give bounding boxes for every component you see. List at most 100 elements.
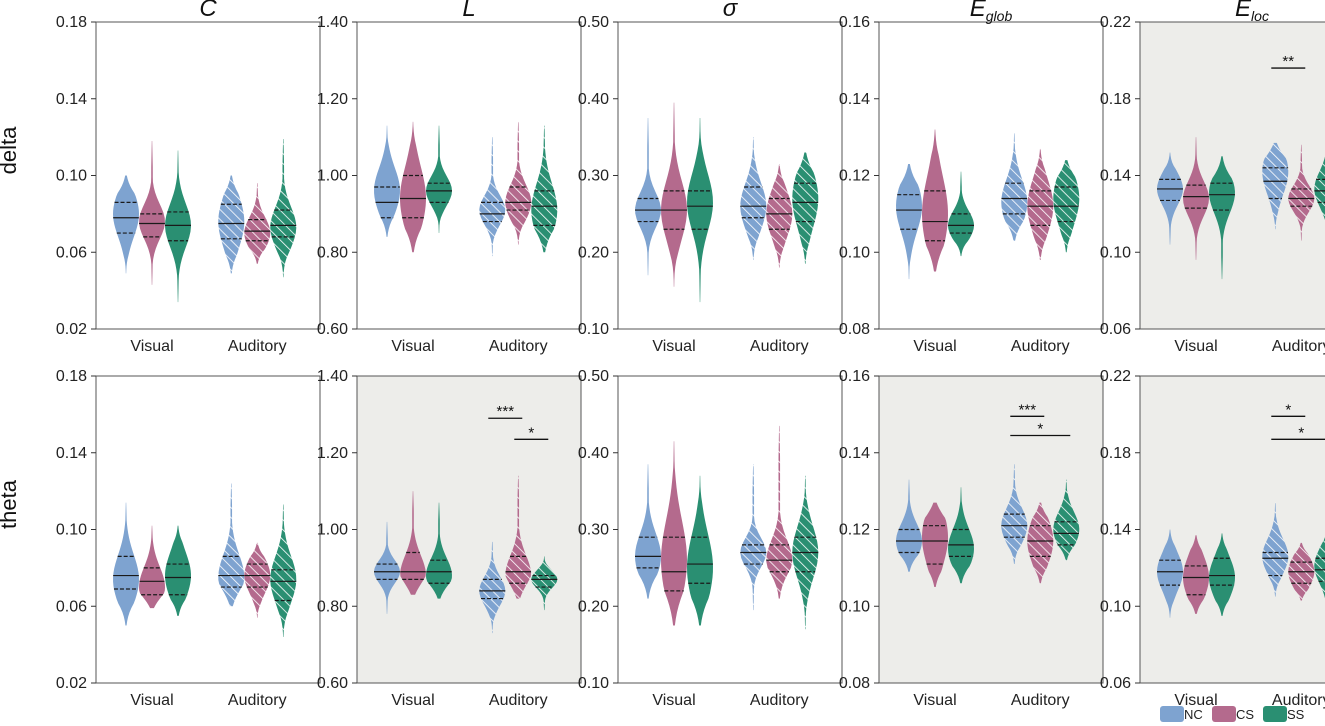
y-tick-label: 0.22 bbox=[1100, 14, 1131, 31]
x-tick-label-auditory: Auditory bbox=[1011, 338, 1070, 355]
violin-visual-cs bbox=[1183, 137, 1209, 260]
violin-visual-nc bbox=[896, 479, 922, 572]
violin-visual-ss bbox=[687, 117, 713, 303]
legend-swatch bbox=[1263, 706, 1287, 722]
panel-theta-Eglob: 0.08 0.10 0.12 0.14 0.16 Visual Auditory **** bbox=[839, 368, 1104, 709]
y-tick-label: 0.22 bbox=[1100, 368, 1131, 385]
violin-auditory-ss bbox=[1314, 537, 1325, 599]
significance-label: *** bbox=[1019, 401, 1037, 418]
x-tick-label-auditory: Auditory bbox=[1011, 692, 1070, 709]
violin-auditory-nc bbox=[218, 175, 245, 274]
significance-label: * bbox=[1037, 420, 1043, 437]
y-tick-label: 0.06 bbox=[56, 244, 87, 261]
violin-visual-nc bbox=[374, 125, 400, 237]
y-tick-label: 0.80 bbox=[317, 598, 348, 615]
x-tick-label-visual: Visual bbox=[913, 338, 956, 355]
violin-visual-ss bbox=[165, 150, 191, 303]
violin-visual-ss bbox=[1209, 156, 1235, 280]
y-tick-label: 0.18 bbox=[56, 368, 87, 385]
row-labels: delta theta bbox=[0, 126, 21, 529]
violin-auditory-nc bbox=[740, 464, 767, 611]
x-tick-label-visual: Visual bbox=[913, 692, 956, 709]
y-tick-label: 0.10 bbox=[578, 321, 609, 338]
panel-delta-Eloc: 0.06 0.10 0.14 0.18 0.22 Visual Auditory ** bbox=[1100, 14, 1325, 355]
violin-auditory-nc bbox=[479, 137, 506, 257]
violin-visual-cs bbox=[139, 140, 165, 285]
violin-auditory-ss bbox=[1314, 156, 1325, 220]
violin-auditory-cs bbox=[505, 475, 532, 599]
violin-auditory-nc bbox=[479, 541, 506, 634]
y-tick-label: 0.08 bbox=[839, 675, 870, 692]
violin-auditory-cs bbox=[1288, 144, 1315, 241]
y-tick-label: 0.10 bbox=[1100, 244, 1131, 261]
violin-visual-cs bbox=[922, 129, 948, 272]
violin-visual-nc bbox=[1157, 152, 1183, 245]
violin-auditory-nc bbox=[1262, 142, 1289, 230]
y-tick-label: 0.16 bbox=[839, 14, 870, 31]
y-tick-label: 0.60 bbox=[317, 321, 348, 338]
violin-visual-ss bbox=[165, 525, 191, 616]
legend-item-nc: NC bbox=[1160, 706, 1203, 722]
violin-visual-cs bbox=[139, 525, 165, 609]
y-tick-label: 0.10 bbox=[56, 168, 87, 185]
y-tick-label: 0.10 bbox=[578, 675, 609, 692]
violin-visual-nc bbox=[1157, 529, 1183, 618]
violin-auditory-nc bbox=[1001, 464, 1028, 565]
legend-label: SS bbox=[1287, 707, 1305, 722]
panel-delta-sigma: 0.10 0.20 0.30 0.40 0.50 Visual Auditory bbox=[578, 14, 843, 355]
panel-theta-Eloc: 0.06 0.10 0.14 0.18 0.22 Visual Auditory * * bbox=[1100, 368, 1325, 709]
x-tick-label-visual: Visual bbox=[1174, 338, 1217, 355]
y-tick-label: 0.14 bbox=[839, 445, 870, 462]
violin-auditory-cs bbox=[1027, 148, 1054, 260]
violin-visual-cs bbox=[661, 102, 687, 287]
panel-frame bbox=[95, 375, 321, 684]
y-tick-label: 0.20 bbox=[578, 244, 609, 261]
violin-auditory-ss bbox=[270, 504, 297, 637]
panel-theta-C: 0.02 0.06 0.10 0.14 0.18 Visual Auditory bbox=[56, 368, 321, 709]
violin-visual-nc bbox=[113, 175, 139, 274]
legend-item-cs: CS bbox=[1212, 706, 1254, 722]
y-tick-label: 0.12 bbox=[839, 168, 870, 185]
significance-label: *** bbox=[497, 403, 515, 420]
y-tick-label: 0.06 bbox=[1100, 321, 1131, 338]
y-tick-label: 0.08 bbox=[839, 321, 870, 338]
violin-visual-ss bbox=[687, 475, 713, 626]
x-tick-label-auditory: Auditory bbox=[750, 338, 809, 355]
violin-auditory-cs bbox=[244, 542, 271, 618]
y-tick-label: 0.60 bbox=[317, 675, 348, 692]
y-tick-label: 0.16 bbox=[839, 368, 870, 385]
y-tick-label: 0.80 bbox=[317, 244, 348, 261]
violin-auditory-ss bbox=[1053, 479, 1080, 561]
legend-swatch bbox=[1212, 706, 1236, 722]
y-tick-label: 0.20 bbox=[578, 598, 609, 615]
violin-visual-cs bbox=[400, 491, 426, 595]
column-title-Eloc: Eloc bbox=[1235, 0, 1269, 24]
x-tick-label-visual: Visual bbox=[391, 692, 434, 709]
legend: NC CS SS bbox=[1160, 706, 1305, 722]
y-tick-label: 0.18 bbox=[1100, 445, 1131, 462]
significance-label: ** bbox=[1282, 53, 1294, 70]
violin-auditory-cs bbox=[244, 183, 271, 264]
y-tick-label: 0.14 bbox=[839, 91, 870, 108]
panel-frame bbox=[95, 21, 321, 330]
violin-auditory-ss bbox=[531, 556, 558, 611]
y-tick-label: 1.00 bbox=[317, 522, 348, 539]
violin-visual-ss bbox=[426, 125, 452, 234]
y-tick-label: 0.14 bbox=[56, 445, 87, 462]
y-tick-label: 0.10 bbox=[56, 522, 87, 539]
column-title-sigma: σ bbox=[723, 0, 739, 22]
y-tick-label: 0.50 bbox=[578, 14, 609, 31]
y-tick-label: 0.10 bbox=[839, 244, 870, 261]
violin-visual-nc bbox=[635, 464, 661, 599]
violin-visual-ss bbox=[426, 502, 452, 599]
y-tick-label: 0.02 bbox=[56, 675, 87, 692]
y-tick-label: 1.40 bbox=[317, 14, 348, 31]
violin-visual-nc bbox=[374, 521, 400, 614]
x-tick-label-visual: Visual bbox=[130, 692, 173, 709]
significance-label: * bbox=[1298, 424, 1304, 441]
x-tick-label-auditory: Auditory bbox=[489, 338, 548, 355]
x-tick-label-auditory: Auditory bbox=[228, 692, 287, 709]
violin-visual-ss bbox=[948, 487, 974, 584]
column-title-L: L bbox=[462, 0, 475, 22]
